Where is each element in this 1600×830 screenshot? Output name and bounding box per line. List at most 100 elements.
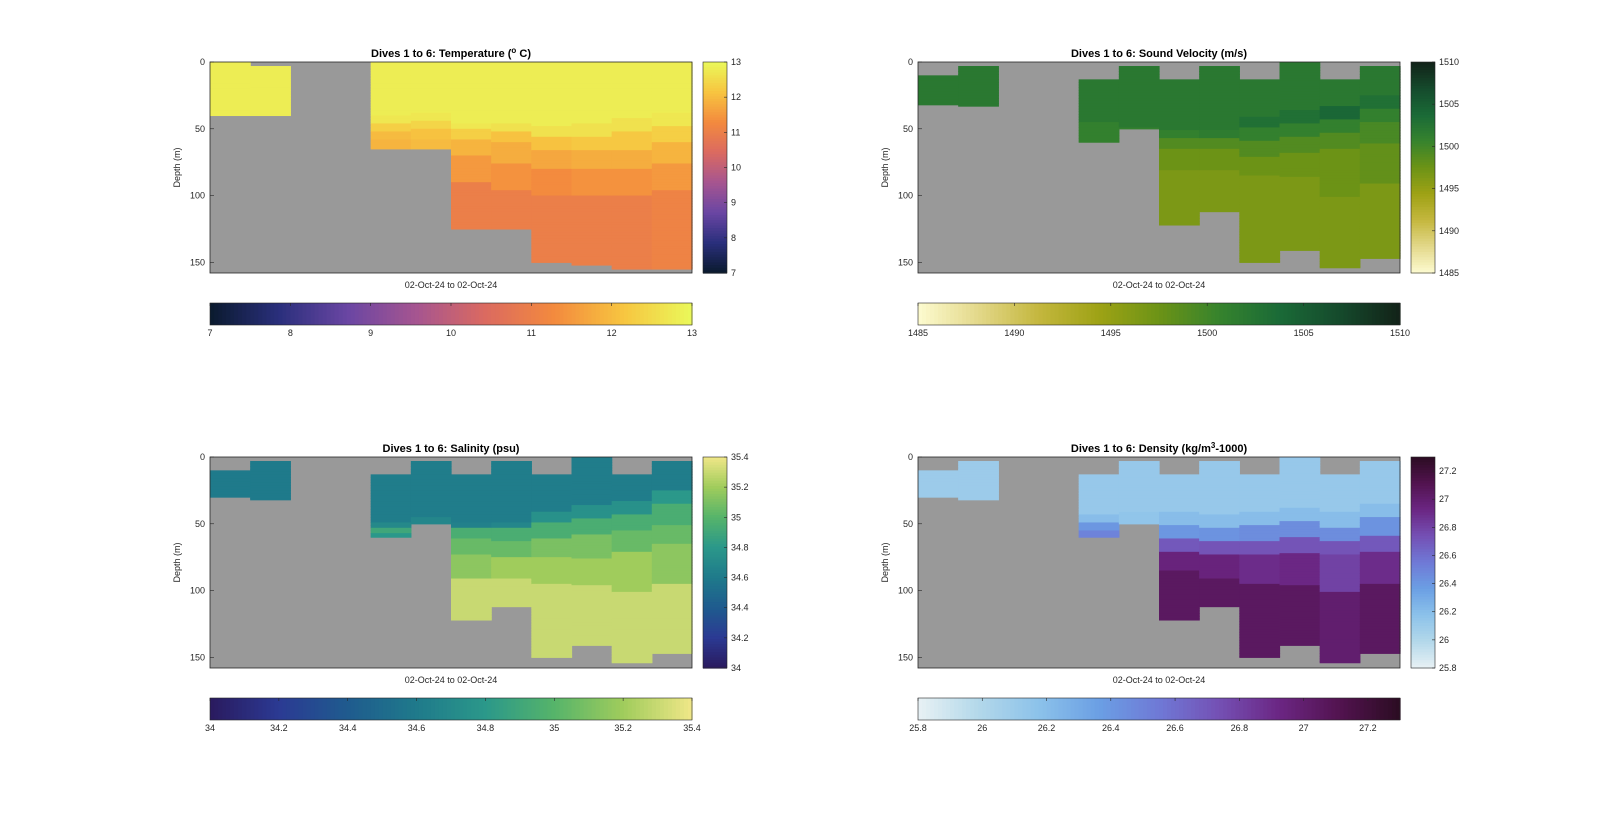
data-cell — [1319, 474, 1361, 478]
colorbar-segment — [390, 303, 396, 325]
data-cell — [531, 227, 573, 231]
data-cell — [451, 506, 492, 510]
data-cell — [651, 123, 693, 127]
data-cell — [1359, 164, 1401, 169]
data-cell — [410, 490, 452, 494]
colorbar-tick-label: 1485 — [908, 328, 928, 338]
data-cell — [491, 147, 532, 151]
colorbar-segment — [703, 246, 727, 250]
colorbar-segment — [455, 303, 460, 325]
colorbar-segment — [1034, 303, 1040, 325]
data-cell — [210, 91, 251, 95]
colorbar-segment — [1018, 303, 1024, 325]
data-cell — [531, 557, 573, 561]
colorbar-segment — [687, 303, 693, 325]
data-cell — [651, 91, 693, 95]
colorbar-segment — [703, 225, 727, 229]
colorbar-segment — [539, 698, 544, 720]
data-cell — [1279, 595, 1321, 600]
colorbar-segment — [366, 698, 372, 720]
data-cell — [1359, 514, 1401, 518]
data-cell — [1279, 240, 1321, 245]
colorbar-segment — [1411, 615, 1435, 619]
data-cell — [1319, 167, 1361, 171]
colorbar-segment — [246, 698, 251, 720]
colorbar-segment — [1411, 259, 1435, 264]
data-cell — [531, 176, 573, 181]
data-cell — [571, 136, 613, 141]
colorbar-segment — [1411, 122, 1435, 126]
colorbar-tick-label: 27 — [1299, 723, 1309, 733]
data-cell — [531, 158, 573, 162]
data-cell — [1279, 603, 1321, 608]
colorbar-segment — [430, 698, 436, 720]
data-cell — [1159, 95, 1200, 99]
data-cell — [1199, 474, 1240, 478]
data-cell — [611, 565, 653, 569]
colorbar-segment — [262, 698, 267, 720]
data-cell — [1359, 68, 1401, 72]
data-cell — [1319, 490, 1361, 494]
colorbar-segment — [1411, 641, 1435, 645]
data-cell — [410, 128, 452, 133]
data-cell — [531, 610, 573, 614]
colorbar-segment — [1331, 698, 1337, 720]
data-cell — [1359, 522, 1401, 526]
colorbar-segment — [1411, 486, 1435, 490]
data-cell — [611, 142, 653, 146]
data-cell — [958, 66, 999, 70]
data-cell — [1239, 629, 1281, 633]
data-cell — [1279, 622, 1321, 626]
data-cell — [1159, 151, 1200, 155]
data-cell — [611, 594, 653, 598]
colorbar-segment — [278, 698, 283, 720]
data-cell — [1199, 490, 1240, 494]
colorbar-tick-label: 26.2 — [1038, 723, 1056, 733]
chart-title-tail: -1000) — [1215, 443, 1247, 455]
data-cell — [491, 142, 532, 146]
data-cell — [451, 546, 492, 550]
colorbar-segment — [507, 303, 512, 325]
data-cell — [1279, 635, 1321, 640]
data-cell — [571, 627, 613, 632]
data-cell — [1159, 517, 1200, 521]
data-cell — [1359, 469, 1401, 473]
colorbar-segment — [1411, 573, 1435, 577]
data-cell — [370, 99, 412, 103]
data-cell — [1359, 223, 1401, 227]
data-cell — [1159, 570, 1200, 574]
data-cell — [491, 594, 532, 598]
data-cell — [531, 514, 573, 518]
data-cell — [1319, 207, 1361, 211]
data-cell — [1359, 533, 1401, 537]
data-cell — [1078, 122, 1120, 126]
data-cell — [571, 601, 613, 605]
colorbar-segment — [703, 499, 727, 503]
data-cell — [410, 96, 452, 100]
data-cell — [1199, 140, 1240, 145]
data-cell — [370, 112, 412, 117]
colorbar-segment — [1367, 698, 1373, 720]
data-cell — [410, 482, 452, 486]
data-cell — [1359, 138, 1401, 142]
data-cell — [1359, 98, 1401, 102]
data-cell — [1359, 143, 1401, 147]
data-cell — [611, 485, 653, 489]
data-cell — [571, 510, 613, 514]
colorbar-segment — [1030, 303, 1036, 325]
data-cell — [1239, 186, 1281, 190]
data-cell — [1199, 570, 1240, 574]
data-cell — [1319, 559, 1361, 564]
data-cell — [1239, 175, 1281, 179]
data-cell — [250, 66, 291, 70]
data-cell — [571, 537, 613, 541]
colorbar-segment — [1215, 698, 1220, 720]
colorbar-segment — [479, 303, 484, 325]
data-cell — [491, 144, 532, 149]
colorbar-segment — [703, 504, 727, 508]
colorbar-segment — [671, 303, 677, 325]
data-cell — [491, 211, 532, 215]
data-cell — [410, 134, 452, 138]
colorbar-segment — [703, 612, 727, 616]
data-cell — [1359, 172, 1401, 177]
